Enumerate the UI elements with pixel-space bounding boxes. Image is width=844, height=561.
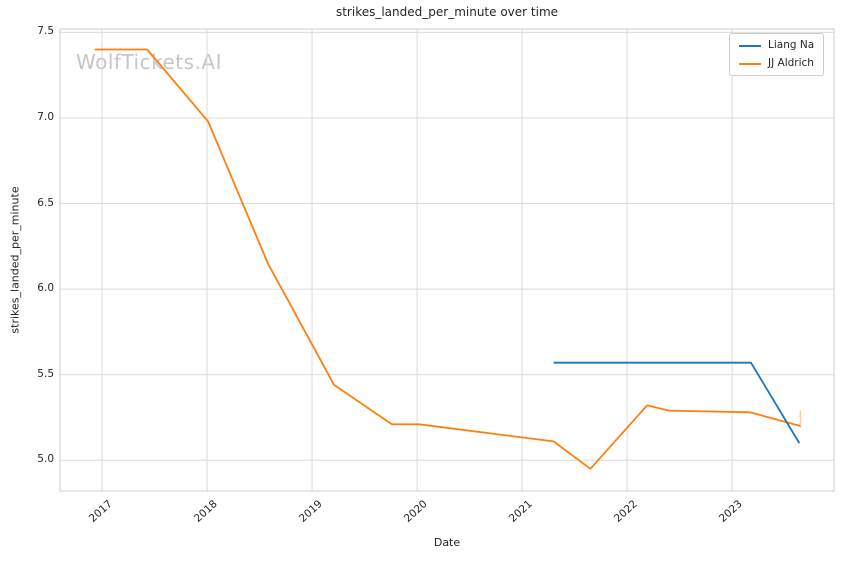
y-tick-label: 6.0 [37,282,54,295]
y-tick-label: 5.5 [37,367,54,380]
y-tick-label: 5.0 [37,453,54,466]
y-tick-label: 6.5 [37,196,54,209]
series-line-jj-aldrich [94,48,801,470]
legend: Liang Na JJ Aldrich [729,33,825,76]
legend-entry-label: Liang Na [768,39,815,51]
legend-line-swatch [739,44,761,47]
legend-line-swatch [739,62,761,65]
legend-entry-liang-na: Liang Na [739,39,814,52]
chart-title: strikes_landed_per_minute over time [335,5,559,19]
legend-entry-label: JJ Aldrich [768,57,814,69]
series-line-liang-na [553,361,801,444]
y-tick-label: 7.5 [37,25,54,38]
plot-border [59,28,835,492]
y-tick-label: 7.0 [37,110,54,123]
watermark: WolfTickets.AI [76,50,222,74]
x-axis-label: Date [433,536,461,549]
legend-entry-jj-aldrich: JJ Aldrich [739,57,814,70]
